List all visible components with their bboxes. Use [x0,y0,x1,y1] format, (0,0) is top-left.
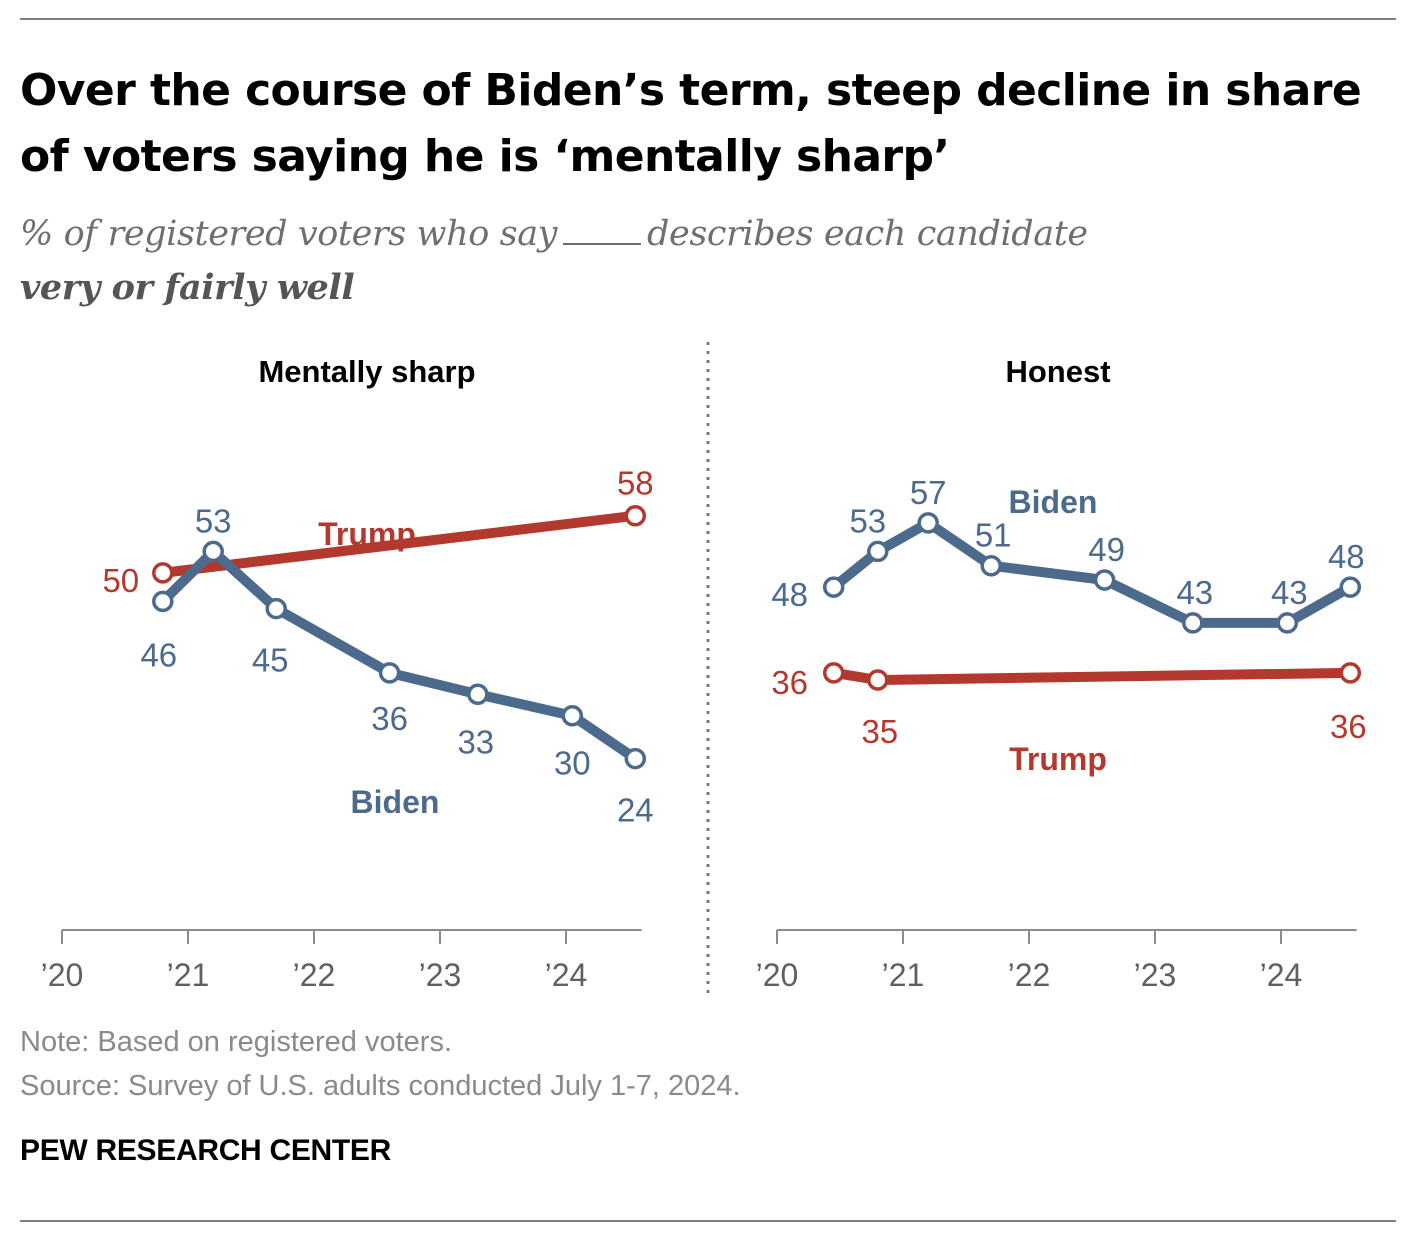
source-text: Source: Survey of U.S. adults conducted … [20,1070,741,1102]
data-label: 48 [771,576,808,613]
series-label-biden: Biden [1009,484,1098,520]
data-point [624,504,647,527]
data-point [980,554,1002,577]
data-point [1093,569,1116,591]
subtitle-blank [563,243,642,245]
x-tick-label: ’24 [545,957,588,993]
x-tick-label: ’20 [41,957,84,993]
data-label: 33 [457,723,494,760]
data-label: 36 [1330,708,1367,745]
panel-mentally-sharp: Mentally sharp ’20 ’21 ’22 ’23 ’24 50 58 Trump 46… [41,354,654,993]
data-point [624,747,647,770]
data-label: 48 [1328,538,1365,575]
data-point [561,704,584,727]
data-label: 43 [1176,574,1213,611]
data-point [867,540,889,563]
series-label-trump: Trump [1009,741,1107,777]
panel-honest: Honest ’20 ’21 ’22 ’23 ’24 48 53 57 51 49 43 43 48 Bid… [756,354,1367,993]
data-label: 53 [849,502,886,539]
x-tick-label: ’23 [1134,957,1177,993]
data-point [1276,612,1299,634]
data-label: 57 [910,474,947,511]
data-label: 58 [617,465,654,502]
data-point [917,512,939,534]
data-point [467,683,489,706]
series-line-trump [157,510,641,578]
chart-title: Over the course of Biden’s term, steep d… [20,65,1362,182]
x-tick-label: ’23 [419,957,462,993]
note-text: Note: Based on registered voters. [20,1026,453,1058]
data-label: 36 [371,700,408,737]
data-label: 51 [975,517,1012,554]
data-point [1339,662,1362,684]
series-line-trump [828,667,1356,685]
series-label-trump: Trump [318,516,416,552]
x-tick-label: ’22 [293,957,336,993]
pew-logo-text: PEW RESEARCH CENTER [20,1134,391,1167]
data-point [1182,612,1204,634]
subtitle-part3: very or fairly well [20,267,355,308]
data-label: 30 [554,745,591,782]
data-label: 49 [1088,531,1125,568]
data-label: 36 [771,664,808,701]
x-tick-label: ’24 [1260,957,1303,993]
subtitle-part1: % of registered voters who say [20,214,558,254]
x-tick-label: ’20 [756,957,799,993]
top-rule [20,18,1396,20]
data-point [378,662,401,684]
data-label: 45 [252,642,289,679]
x-tick-label: ’22 [1008,957,1051,993]
data-label: 53 [195,502,232,539]
subtitle-part2: describes each candidate [647,214,1088,254]
data-point [152,562,174,584]
data-point [202,540,224,563]
data-label: 46 [140,636,177,673]
data-label: 50 [102,562,139,599]
line-charts: Mentally sharp ’20 ’21 ’22 ’23 ’24 50 58 Trump 46… [41,342,1367,994]
panel-title: Mentally sharp [258,354,475,389]
data-point [867,669,889,691]
data-label: 35 [861,713,898,750]
bottom-rule [20,1220,1396,1222]
x-tick-label: ’21 [167,957,210,993]
chart-subtitle: % of registered voters who say describes … [20,208,1320,315]
data-point [265,597,287,620]
series-label-biden: Biden [351,784,440,820]
data-point [1339,576,1362,598]
data-point [822,662,845,684]
panel-title: Honest [1005,354,1110,389]
data-point [822,576,845,598]
data-label: 43 [1271,574,1308,611]
x-tick-label: ’21 [882,957,925,993]
data-point [152,590,174,613]
data-label: 24 [617,792,654,829]
